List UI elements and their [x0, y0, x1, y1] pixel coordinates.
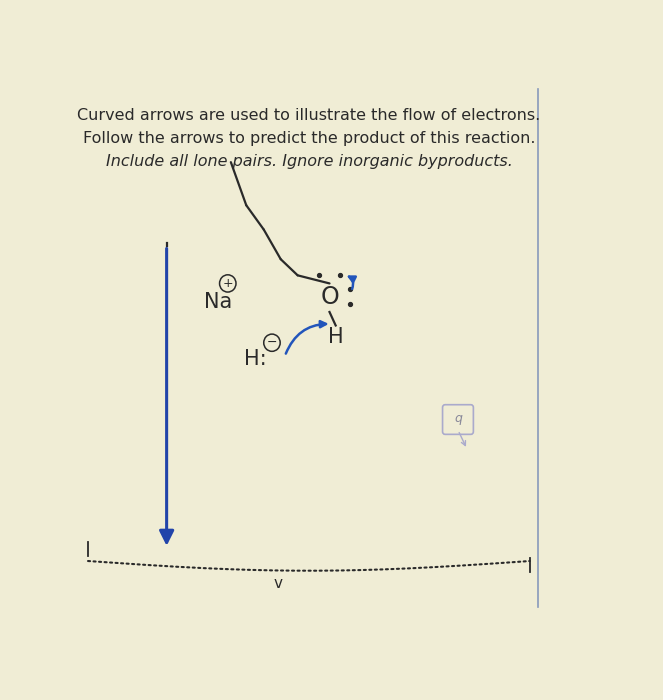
Text: Follow the arrows to predict the product of this reaction.: Follow the arrows to predict the product… [83, 131, 535, 146]
Text: Include all lone pairs. Ignore inorganic byproducts.: Include all lone pairs. Ignore inorganic… [105, 153, 512, 169]
Text: H:: H: [244, 349, 267, 369]
Text: Curved arrows are used to illustrate the flow of electrons.: Curved arrows are used to illustrate the… [78, 108, 540, 123]
Text: H: H [328, 328, 343, 347]
Text: +: + [223, 277, 233, 290]
Text: −: − [267, 336, 277, 349]
Text: Na: Na [204, 293, 232, 312]
Text: O: O [320, 285, 339, 309]
Text: v: v [274, 576, 282, 592]
FancyArrowPatch shape [286, 321, 326, 354]
Text: q: q [454, 412, 462, 425]
FancyArrowPatch shape [349, 276, 356, 289]
